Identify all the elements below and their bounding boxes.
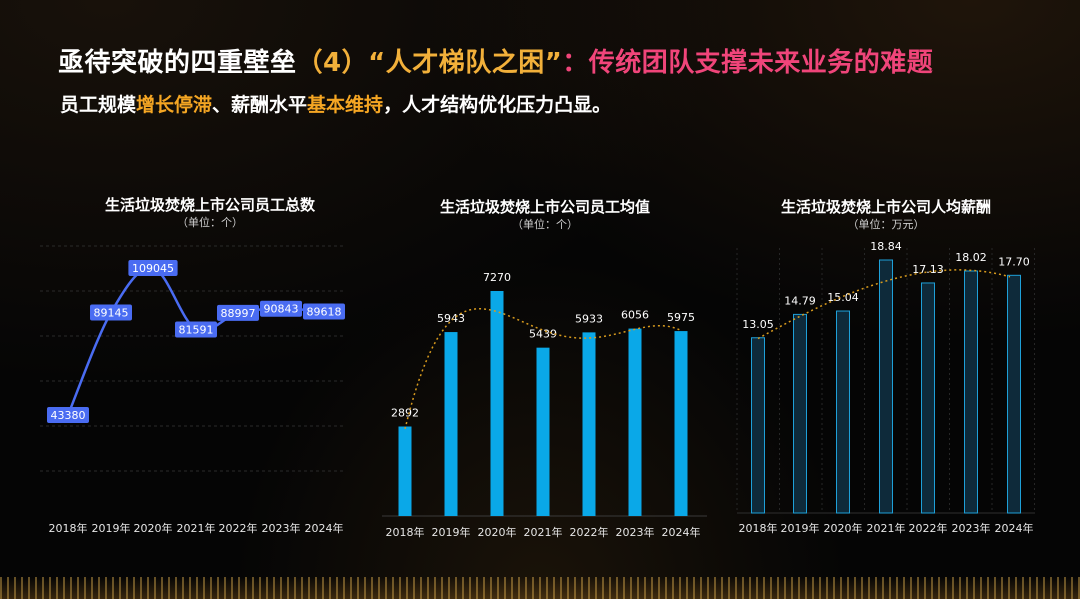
chart-2-bar — [536, 347, 550, 516]
chart-2-data-label: 5439 — [529, 328, 557, 341]
chart-1-data-label-box — [175, 321, 217, 338]
chart-2-x-tick-label: 2020年 — [478, 525, 517, 539]
chart-1-title: 生活垃圾焚烧上市公司员工总数 — [104, 196, 315, 214]
chart-2-x-tick-label: 2021年 — [524, 525, 563, 539]
chart-1-data-label: 81591 — [179, 323, 214, 336]
chart-2-x-tick-label: 2019年 — [432, 525, 471, 539]
chart-2-data-label: 5933 — [575, 312, 603, 325]
chart-2-data-label: 5975 — [667, 311, 695, 324]
chart-3-bar — [751, 337, 765, 514]
chart-2-trendline — [404, 307, 682, 430]
chart-3-data-label: 17.13 — [912, 263, 944, 276]
chart-3-bar — [793, 313, 807, 514]
chart-1-data-label: 43380 — [51, 409, 86, 422]
chart-1-x-tick-label: 2024年 — [305, 521, 344, 535]
chart-2-bar — [674, 331, 688, 516]
chart-2-data-label: 2892 — [391, 406, 419, 419]
chart-2-x-tick-label: 2023年 — [616, 525, 655, 539]
chart-1-x-tick-label: 2020年 — [134, 521, 173, 535]
title-tail: ：传统团队支撑未来业务的难题 — [562, 48, 934, 78]
subtitle-text-1: 员工规模 — [60, 94, 137, 116]
chart-3-bar — [879, 259, 893, 514]
chart-2-bar — [398, 426, 412, 516]
chart-3-x-tick-label: 2023年 — [952, 521, 991, 535]
chart-1-x-tick-label: 2022年 — [219, 521, 258, 535]
chart-2-x-tick-label: 2024年 — [662, 525, 701, 539]
chart-1-data-label-box — [217, 304, 259, 321]
chart-2-x-tick-label: 2018年 — [386, 525, 425, 539]
chart-1-data-label-box — [260, 300, 302, 317]
chart-3-data-label: 17.70 — [998, 255, 1030, 268]
subtitle-text-3: ，人才结构优化压力凸显。 — [383, 94, 612, 116]
chart-1-data-label: 89618 — [307, 305, 342, 318]
chart-1-data-label-box — [90, 304, 132, 321]
chart-2-bar — [490, 291, 504, 516]
chart-2-bar — [582, 332, 596, 516]
chart-3-data-label: 18.84 — [870, 240, 902, 253]
chart-3-data-label: 15.04 — [827, 291, 859, 304]
chart-3-bar — [921, 282, 935, 514]
title-main: 亟待突破的四重壁垒 — [58, 48, 297, 78]
chart-3-bar — [964, 270, 978, 514]
chart-2-data-label: 6056 — [621, 309, 649, 322]
chart-3-x-tick-label: 2022年 — [909, 521, 948, 535]
chart-1-data-label-box — [303, 303, 345, 320]
subtitle-text-2: 、薪酬水平 — [212, 94, 308, 116]
chart-3-x-tick-label: 2024年 — [995, 521, 1034, 535]
decorative-sparkle-strip — [0, 577, 1080, 599]
page-title: 亟待突破的四重壁垒（4）“人才梯队之困”：传统团队支撑未来业务的难题 — [58, 42, 933, 79]
chart-3-bar — [1007, 274, 1021, 514]
chart-2-title: 生活垃圾焚烧上市公司员工均值 — [439, 198, 650, 216]
subtitle-highlight-2: 基本维持 — [307, 94, 384, 116]
chart-1-x-tick-label: 2021年 — [177, 521, 216, 535]
chart-2-unit: （单位：个） — [512, 218, 578, 231]
chart-3-x-tick-label: 2018年 — [739, 521, 778, 535]
chart-1-x-tick-label: 2019年 — [92, 521, 131, 535]
chart-2-data-label: 7270 — [483, 271, 511, 284]
subtitle-highlight-1: 增长停滞 — [136, 94, 213, 116]
page-subtitle: 员工规模增长停滞、薪酬水平基本维持，人才结构优化压力凸显。 — [60, 90, 611, 117]
chart-3-x-tick-label: 2019年 — [781, 521, 820, 535]
chart-1-series-line — [66, 266, 325, 416]
chart-1-x-tick-label: 2023年 — [262, 521, 301, 535]
chart-3-bar — [836, 310, 850, 514]
chart-3-x-tick-label: 2021年 — [867, 521, 906, 535]
chart-1-x-tick-label: 2018年 — [49, 521, 88, 535]
chart-3-data-label: 14.79 — [784, 294, 816, 307]
chart-3-title: 生活垃圾焚烧上市公司人均薪酬 — [780, 198, 991, 216]
chart-1-data-label-box — [47, 407, 89, 423]
chart-1-data-label: 90843 — [264, 303, 299, 316]
chart-1-data-label: 109045 — [132, 262, 174, 275]
chart-3-x-tick-label: 2020年 — [824, 521, 863, 535]
chart-2-x-tick-label: 2022年 — [570, 525, 609, 539]
chart-2-bar — [628, 328, 642, 516]
chart-1-unit: （单位：个） — [177, 216, 243, 229]
chart-1-data-label: 89145 — [94, 307, 129, 320]
chart-1-data-label: 88997 — [221, 307, 256, 320]
chart-2-data-label: 5943 — [437, 312, 465, 325]
title-highlight: （4）“人才梯队之困” — [296, 48, 563, 78]
chart-3-data-label: 13.05 — [742, 318, 774, 331]
chart-3-data-label: 18.02 — [955, 251, 987, 264]
chart-3-unit: （单位：万元） — [847, 218, 925, 231]
chart-1-data-label-box — [128, 260, 178, 276]
chart-2-bar — [444, 332, 458, 516]
